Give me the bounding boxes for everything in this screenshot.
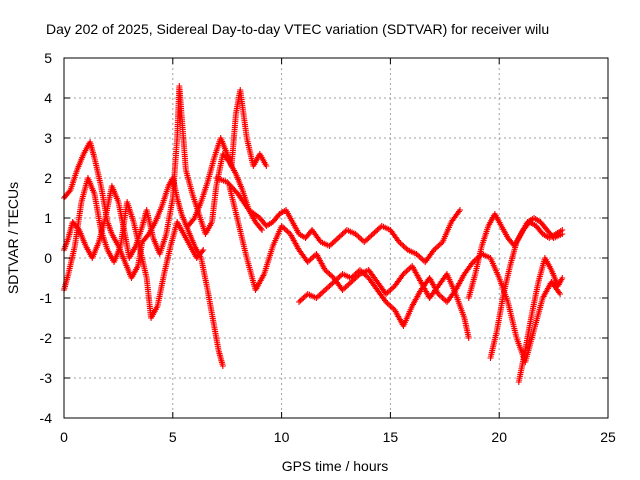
y-tick-label: 2 bbox=[44, 170, 52, 186]
y-tick-label: 0 bbox=[44, 250, 52, 266]
plot-frame bbox=[63, 57, 609, 419]
data-point-markers bbox=[515, 255, 566, 385]
series-trace-d bbox=[185, 87, 270, 229]
chart-title: Day 202 of 2025, Sidereal Day-to-day VTE… bbox=[46, 21, 549, 37]
x-axis-label: GPS time / hours bbox=[282, 458, 389, 474]
x-tick-label: 5 bbox=[169, 429, 177, 445]
x-tick-labels: 0 5 10 15 20 25 bbox=[60, 429, 616, 445]
series-trace-i bbox=[465, 211, 566, 301]
y-tick-label: 5 bbox=[44, 50, 52, 66]
data-point-markers bbox=[226, 183, 472, 341]
x-tick-label: 0 bbox=[60, 429, 68, 445]
y-tick-label: -4 bbox=[40, 410, 53, 426]
series-trace-f bbox=[226, 183, 472, 341]
x-tick-label: 20 bbox=[491, 429, 507, 445]
data-series bbox=[61, 83, 566, 385]
y-tick-label: 3 bbox=[44, 130, 52, 146]
y-tick-label: -3 bbox=[40, 370, 53, 386]
y-tick-label: -1 bbox=[40, 290, 53, 306]
x-tick-label: 15 bbox=[383, 429, 399, 445]
y-tick-label: 1 bbox=[44, 210, 52, 226]
y-tick-labels: -4 -3 -2 -1 0 1 2 3 4 5 bbox=[40, 50, 53, 426]
data-point-markers bbox=[185, 87, 270, 229]
series-trace-c bbox=[61, 83, 266, 261]
y-tick-label: 4 bbox=[44, 90, 52, 106]
y-tick-label: -2 bbox=[40, 330, 53, 346]
series-trace-e bbox=[213, 175, 464, 265]
data-point-markers bbox=[465, 211, 566, 301]
data-point-markers bbox=[213, 175, 464, 265]
x-tick-label: 10 bbox=[274, 429, 290, 445]
x-tick-label: 25 bbox=[600, 429, 616, 445]
data-point-markers bbox=[61, 83, 266, 261]
y-axis-label: SDTVAR / TECUs bbox=[5, 182, 21, 294]
series-trace-j bbox=[515, 255, 566, 385]
